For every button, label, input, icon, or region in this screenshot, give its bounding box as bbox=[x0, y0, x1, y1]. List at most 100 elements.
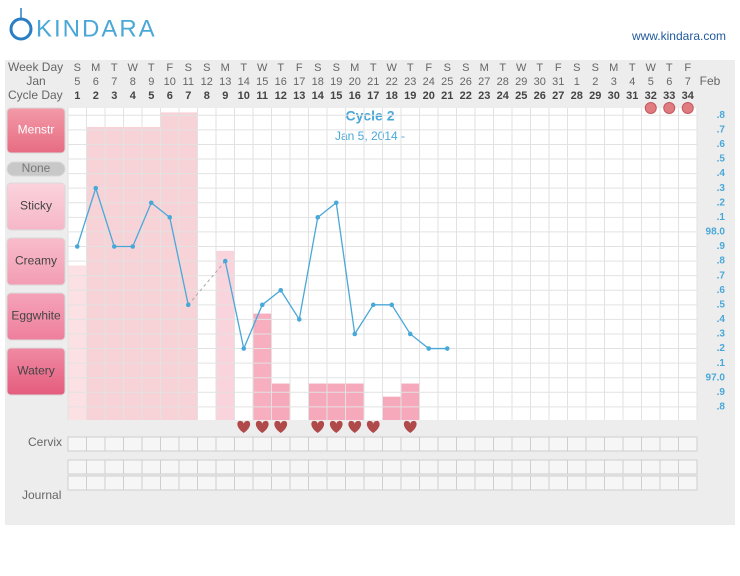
entry-box[interactable] bbox=[400, 475, 420, 491]
entry-box[interactable] bbox=[271, 459, 291, 475]
entry-box[interactable] bbox=[511, 459, 531, 475]
entry-box[interactable] bbox=[363, 436, 383, 452]
entry-box[interactable] bbox=[234, 436, 254, 452]
fluid-button[interactable] bbox=[6, 161, 66, 177]
entry-box[interactable] bbox=[530, 475, 550, 491]
entry-box[interactable] bbox=[604, 475, 624, 491]
entry-box[interactable] bbox=[271, 436, 291, 452]
entry-box[interactable] bbox=[678, 436, 698, 452]
entry-box[interactable] bbox=[530, 459, 550, 475]
entry-box[interactable] bbox=[548, 436, 568, 452]
entry-box[interactable] bbox=[234, 475, 254, 491]
entry-box[interactable] bbox=[160, 475, 180, 491]
entry-box[interactable] bbox=[141, 475, 161, 491]
entry-box[interactable] bbox=[419, 459, 439, 475]
entry-box[interactable] bbox=[178, 475, 198, 491]
entry-box[interactable] bbox=[437, 459, 457, 475]
entry-box[interactable] bbox=[215, 436, 235, 452]
entry-box[interactable] bbox=[234, 459, 254, 475]
entry-box[interactable] bbox=[252, 475, 272, 491]
entry-box[interactable] bbox=[437, 436, 457, 452]
entry-box[interactable] bbox=[400, 436, 420, 452]
entry-box[interactable] bbox=[104, 475, 124, 491]
fluid-button[interactable] bbox=[6, 292, 66, 341]
site-url[interactable]: www.kindara.com bbox=[631, 29, 726, 43]
entry-box[interactable] bbox=[123, 475, 143, 491]
entry-box[interactable] bbox=[456, 436, 476, 452]
entry-box[interactable] bbox=[308, 475, 328, 491]
entry-box[interactable] bbox=[123, 436, 143, 452]
entry-box[interactable] bbox=[345, 459, 365, 475]
entry-box[interactable] bbox=[289, 475, 309, 491]
entry-box[interactable] bbox=[659, 459, 679, 475]
fluid-button[interactable] bbox=[6, 237, 66, 286]
entry-box[interactable] bbox=[326, 475, 346, 491]
entry-box[interactable] bbox=[197, 436, 217, 452]
entry-box[interactable] bbox=[659, 475, 679, 491]
entry-box[interactable] bbox=[345, 436, 365, 452]
entry-box[interactable] bbox=[178, 436, 198, 452]
entry-box[interactable] bbox=[67, 436, 87, 452]
entry-box[interactable] bbox=[622, 475, 642, 491]
entry-box[interactable] bbox=[641, 436, 661, 452]
entry-box[interactable] bbox=[86, 436, 106, 452]
entry-box[interactable] bbox=[567, 459, 587, 475]
entry-box[interactable] bbox=[659, 436, 679, 452]
entry-box[interactable] bbox=[215, 459, 235, 475]
entry-box[interactable] bbox=[474, 475, 494, 491]
entry-box[interactable] bbox=[308, 459, 328, 475]
entry-box[interactable] bbox=[622, 436, 642, 452]
entry-box[interactable] bbox=[363, 475, 383, 491]
entry-box[interactable] bbox=[382, 436, 402, 452]
fluid-button[interactable] bbox=[6, 107, 66, 154]
entry-box[interactable] bbox=[141, 459, 161, 475]
entry-box[interactable] bbox=[197, 475, 217, 491]
entry-box[interactable] bbox=[382, 475, 402, 491]
entry-box[interactable] bbox=[215, 475, 235, 491]
entry-box[interactable] bbox=[530, 436, 550, 452]
fluid-button[interactable] bbox=[6, 347, 66, 396]
entry-box[interactable] bbox=[474, 459, 494, 475]
entry-box[interactable] bbox=[123, 459, 143, 475]
entry-box[interactable] bbox=[493, 436, 513, 452]
entry-box[interactable] bbox=[641, 459, 661, 475]
fluid-button[interactable] bbox=[6, 182, 66, 231]
entry-box[interactable] bbox=[289, 459, 309, 475]
entry-box[interactable] bbox=[67, 459, 87, 475]
entry-box[interactable] bbox=[160, 436, 180, 452]
entry-box[interactable] bbox=[604, 436, 624, 452]
entry-box[interactable] bbox=[178, 459, 198, 475]
entry-box[interactable] bbox=[585, 475, 605, 491]
entry-box[interactable] bbox=[160, 459, 180, 475]
entry-box[interactable] bbox=[382, 459, 402, 475]
entry-box[interactable] bbox=[86, 475, 106, 491]
entry-box[interactable] bbox=[604, 459, 624, 475]
entry-box[interactable] bbox=[326, 436, 346, 452]
entry-box[interactable] bbox=[308, 436, 328, 452]
entry-box[interactable] bbox=[548, 459, 568, 475]
entry-box[interactable] bbox=[104, 436, 124, 452]
entry-box[interactable] bbox=[419, 475, 439, 491]
entry-box[interactable] bbox=[548, 475, 568, 491]
entry-box[interactable] bbox=[345, 475, 365, 491]
entry-box[interactable] bbox=[197, 459, 217, 475]
entry-box[interactable] bbox=[622, 459, 642, 475]
entry-box[interactable] bbox=[252, 436, 272, 452]
entry-box[interactable] bbox=[678, 459, 698, 475]
entry-box[interactable] bbox=[104, 459, 124, 475]
entry-box[interactable] bbox=[437, 475, 457, 491]
entry-box[interactable] bbox=[141, 436, 161, 452]
entry-box[interactable] bbox=[474, 436, 494, 452]
entry-box[interactable] bbox=[289, 436, 309, 452]
entry-box[interactable] bbox=[511, 436, 531, 452]
entry-box[interactable] bbox=[585, 459, 605, 475]
entry-box[interactable] bbox=[86, 459, 106, 475]
entry-box[interactable] bbox=[400, 459, 420, 475]
entry-box[interactable] bbox=[585, 436, 605, 452]
entry-box[interactable] bbox=[326, 459, 346, 475]
entry-box[interactable] bbox=[363, 459, 383, 475]
entry-box[interactable] bbox=[456, 475, 476, 491]
entry-box[interactable] bbox=[67, 475, 87, 491]
entry-box[interactable] bbox=[641, 475, 661, 491]
entry-box[interactable] bbox=[493, 459, 513, 475]
